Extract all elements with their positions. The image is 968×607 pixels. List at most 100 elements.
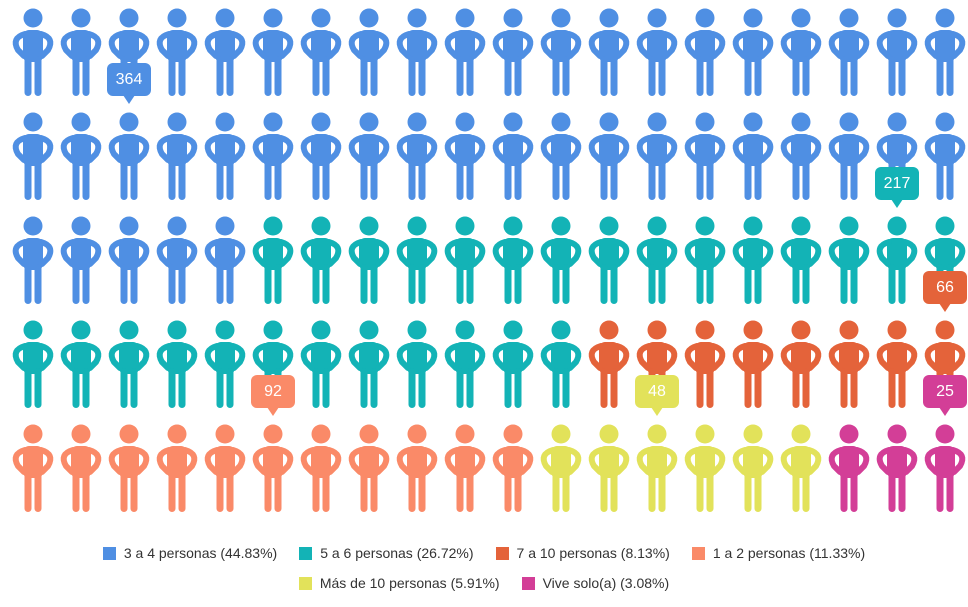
icon-leg	[514, 56, 522, 96]
icon-arm	[444, 447, 460, 475]
person-icon	[876, 424, 918, 512]
icon-arm	[278, 343, 294, 371]
icon-head	[743, 8, 763, 28]
legend-item[interactable]: 3 a 4 personas (44.83%)	[102, 545, 277, 561]
icon-torso	[647, 134, 667, 166]
person-icon	[636, 8, 678, 96]
icon-leg	[466, 472, 474, 512]
icon-leg	[696, 368, 704, 408]
icon-leg	[408, 264, 416, 304]
person-icon	[924, 112, 966, 200]
label-text: 92	[264, 383, 282, 400]
icon-leg	[946, 472, 954, 512]
person-icon	[540, 8, 582, 96]
icon-torso	[935, 446, 955, 478]
icon-torso	[407, 446, 427, 478]
icon-torso	[167, 238, 187, 270]
icon-arm	[60, 239, 76, 267]
icon-head	[695, 216, 715, 236]
icon-arm	[876, 239, 892, 267]
icon-leg	[562, 264, 570, 304]
icon-head	[935, 216, 955, 236]
label-box	[923, 271, 967, 304]
icon-arm	[230, 31, 246, 59]
icon-leg	[264, 472, 272, 512]
icon-leg	[82, 264, 90, 304]
icon-leg	[658, 264, 666, 304]
data-label: 92	[251, 375, 295, 416]
icon-arm	[876, 447, 892, 475]
person-icon	[60, 8, 102, 96]
icon-arm	[492, 31, 508, 59]
legend-item[interactable]: 7 a 10 personas (8.13%)	[495, 545, 670, 561]
icon-head	[551, 320, 571, 340]
icon-arm	[876, 135, 892, 163]
icon-head	[791, 8, 811, 28]
legend-item[interactable]: Más de 10 personas (5.91%)	[298, 575, 500, 591]
label-pointer	[939, 303, 951, 312]
icon-arm	[780, 135, 796, 163]
icon-arm	[588, 343, 604, 371]
icon-head	[215, 112, 235, 132]
icon-leg	[34, 160, 42, 200]
icon-arm	[444, 343, 460, 371]
icon-arm	[204, 31, 220, 59]
icon-arm	[252, 343, 268, 371]
icon-arm	[540, 447, 556, 475]
icon-head	[647, 8, 667, 28]
person-icon	[732, 424, 774, 512]
legend-item[interactable]: Vive solo(a) (3.08%)	[521, 575, 669, 591]
legend-item[interactable]: 5 a 6 personas (26.72%)	[299, 545, 474, 561]
icon-leg	[898, 472, 906, 512]
icon-head	[23, 320, 43, 340]
icon-leg	[514, 264, 522, 304]
icon-leg	[456, 56, 464, 96]
icon-arm	[710, 343, 726, 371]
icon-head	[935, 424, 955, 444]
icon-head	[407, 424, 427, 444]
icon-head	[167, 216, 187, 236]
legend-label: 7 a 10 personas (8.13%)	[516, 545, 670, 561]
icon-torso	[839, 238, 859, 270]
icon-leg	[168, 472, 176, 512]
person-icon	[12, 112, 54, 200]
icon-arm	[492, 447, 508, 475]
person-icon	[492, 320, 534, 408]
icon-leg	[898, 368, 906, 408]
icon-arm	[396, 447, 412, 475]
icon-head	[407, 320, 427, 340]
icon-leg	[936, 56, 944, 96]
icon-head	[887, 8, 907, 28]
icon-arm	[924, 447, 940, 475]
person-icon	[540, 424, 582, 512]
icon-arm	[300, 343, 316, 371]
legend-item[interactable]: 1 a 2 personas (11.33%)	[691, 545, 865, 561]
icon-torso	[407, 134, 427, 166]
icon-torso	[695, 342, 715, 374]
icon-leg	[72, 264, 80, 304]
icon-arm	[924, 343, 940, 371]
icon-head	[263, 112, 283, 132]
icon-leg	[840, 368, 848, 408]
icon-arm	[780, 447, 796, 475]
icon-leg	[274, 472, 282, 512]
label-text: 364	[116, 71, 143, 88]
icon-arm	[636, 239, 652, 267]
icon-leg	[178, 160, 186, 200]
icon-leg	[456, 264, 464, 304]
icon-leg	[802, 264, 810, 304]
person-icon	[780, 320, 822, 408]
icon-torso	[119, 30, 139, 62]
icon-head	[887, 424, 907, 444]
icon-arm	[326, 135, 342, 163]
person-icon	[444, 424, 486, 512]
icon-head	[167, 112, 187, 132]
icon-head	[551, 216, 571, 236]
icon-leg	[72, 368, 80, 408]
icon-head	[407, 216, 427, 236]
icon-arm	[636, 343, 652, 371]
icon-head	[839, 424, 859, 444]
icon-arm	[710, 31, 726, 59]
icon-head	[503, 320, 523, 340]
